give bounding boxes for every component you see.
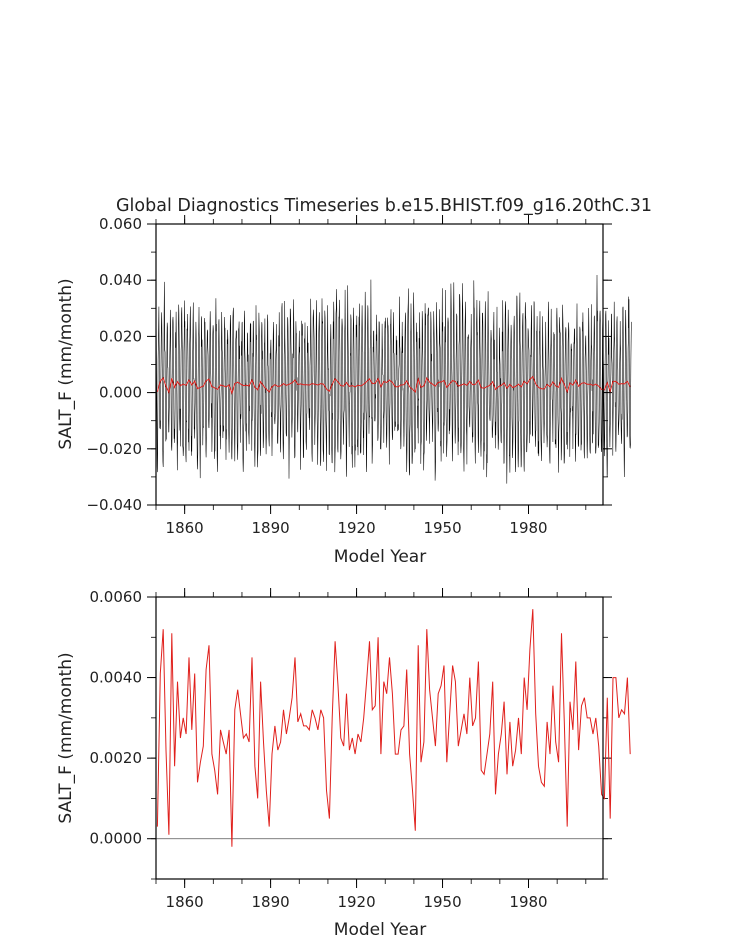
chart-panel-bottom: 1860 1890 1920 1950 1980 0.0000 0.0020 0.0040 0.… bbox=[56, 588, 631, 940]
chart1-xtick-label: 1980 bbox=[509, 893, 547, 911]
tick-labels-bottom: 1860 1890 1920 1950 1980 0.0000 0.0020 0.0040 0.… bbox=[90, 588, 548, 911]
chart1-ytick-label: 0.0020 bbox=[90, 749, 143, 767]
series-annual-red-bottom bbox=[156, 609, 631, 847]
y-axis-label-bottom: SALT_F (mm/month) bbox=[56, 652, 76, 823]
y-axis-label-top: SALT_F (mm/month) bbox=[56, 278, 76, 449]
chart1-xtick-label: 1920 bbox=[337, 893, 375, 911]
plot-frame-bottom bbox=[155, 596, 604, 880]
chart1-ytick-label: 0.0040 bbox=[90, 669, 143, 687]
chart0-xtick-label: 1890 bbox=[252, 519, 290, 537]
chart1-xtick-label: 1860 bbox=[166, 893, 204, 911]
chart0-ytick-label: 0.000 bbox=[99, 384, 142, 402]
ticks-bottom bbox=[147, 588, 612, 888]
chart1-ytick-label: 0.0000 bbox=[90, 830, 143, 848]
chart-panel-top: Global Diagnostics Timeseries b.e15.BHIS… bbox=[56, 196, 652, 567]
chart1-xtick-label: 1950 bbox=[423, 893, 461, 911]
x-axis-label-bottom: Model Year bbox=[334, 920, 426, 940]
chart1-ytick-label: 0.0060 bbox=[90, 588, 143, 606]
series-monthly-black bbox=[155, 274, 632, 484]
chart0-ytick-label: −0.020 bbox=[86, 440, 142, 458]
chart1-xtick-label: 1890 bbox=[252, 893, 290, 911]
chart0-ytick-label: −0.040 bbox=[86, 496, 142, 514]
annual-line-top bbox=[156, 375, 631, 395]
chart0-ytick-label: 0.060 bbox=[99, 215, 142, 233]
chart0-xtick-label: 1950 bbox=[423, 519, 461, 537]
series-annual-red bbox=[156, 375, 631, 395]
chart0-ytick-label: 0.040 bbox=[99, 271, 142, 289]
monthly-line bbox=[155, 274, 632, 484]
chart0-xtick-label: 1920 bbox=[337, 519, 375, 537]
ticks-top bbox=[147, 215, 612, 514]
plot-frame-top bbox=[155, 223, 604, 506]
x-axis-label-top: Model Year bbox=[334, 547, 426, 567]
chart0-xtick-label: 1980 bbox=[509, 519, 547, 537]
annual-line-bottom bbox=[156, 609, 631, 847]
tick-labels-top: 1860 1890 1920 1950 1980 −0.040 −0.020 0.000 0.0… bbox=[86, 215, 547, 537]
chart0-ytick-label: 0.020 bbox=[99, 327, 142, 345]
chart0-xtick-label: 1860 bbox=[166, 519, 204, 537]
chart-title: Global Diagnostics Timeseries b.e15.BHIS… bbox=[116, 196, 652, 216]
